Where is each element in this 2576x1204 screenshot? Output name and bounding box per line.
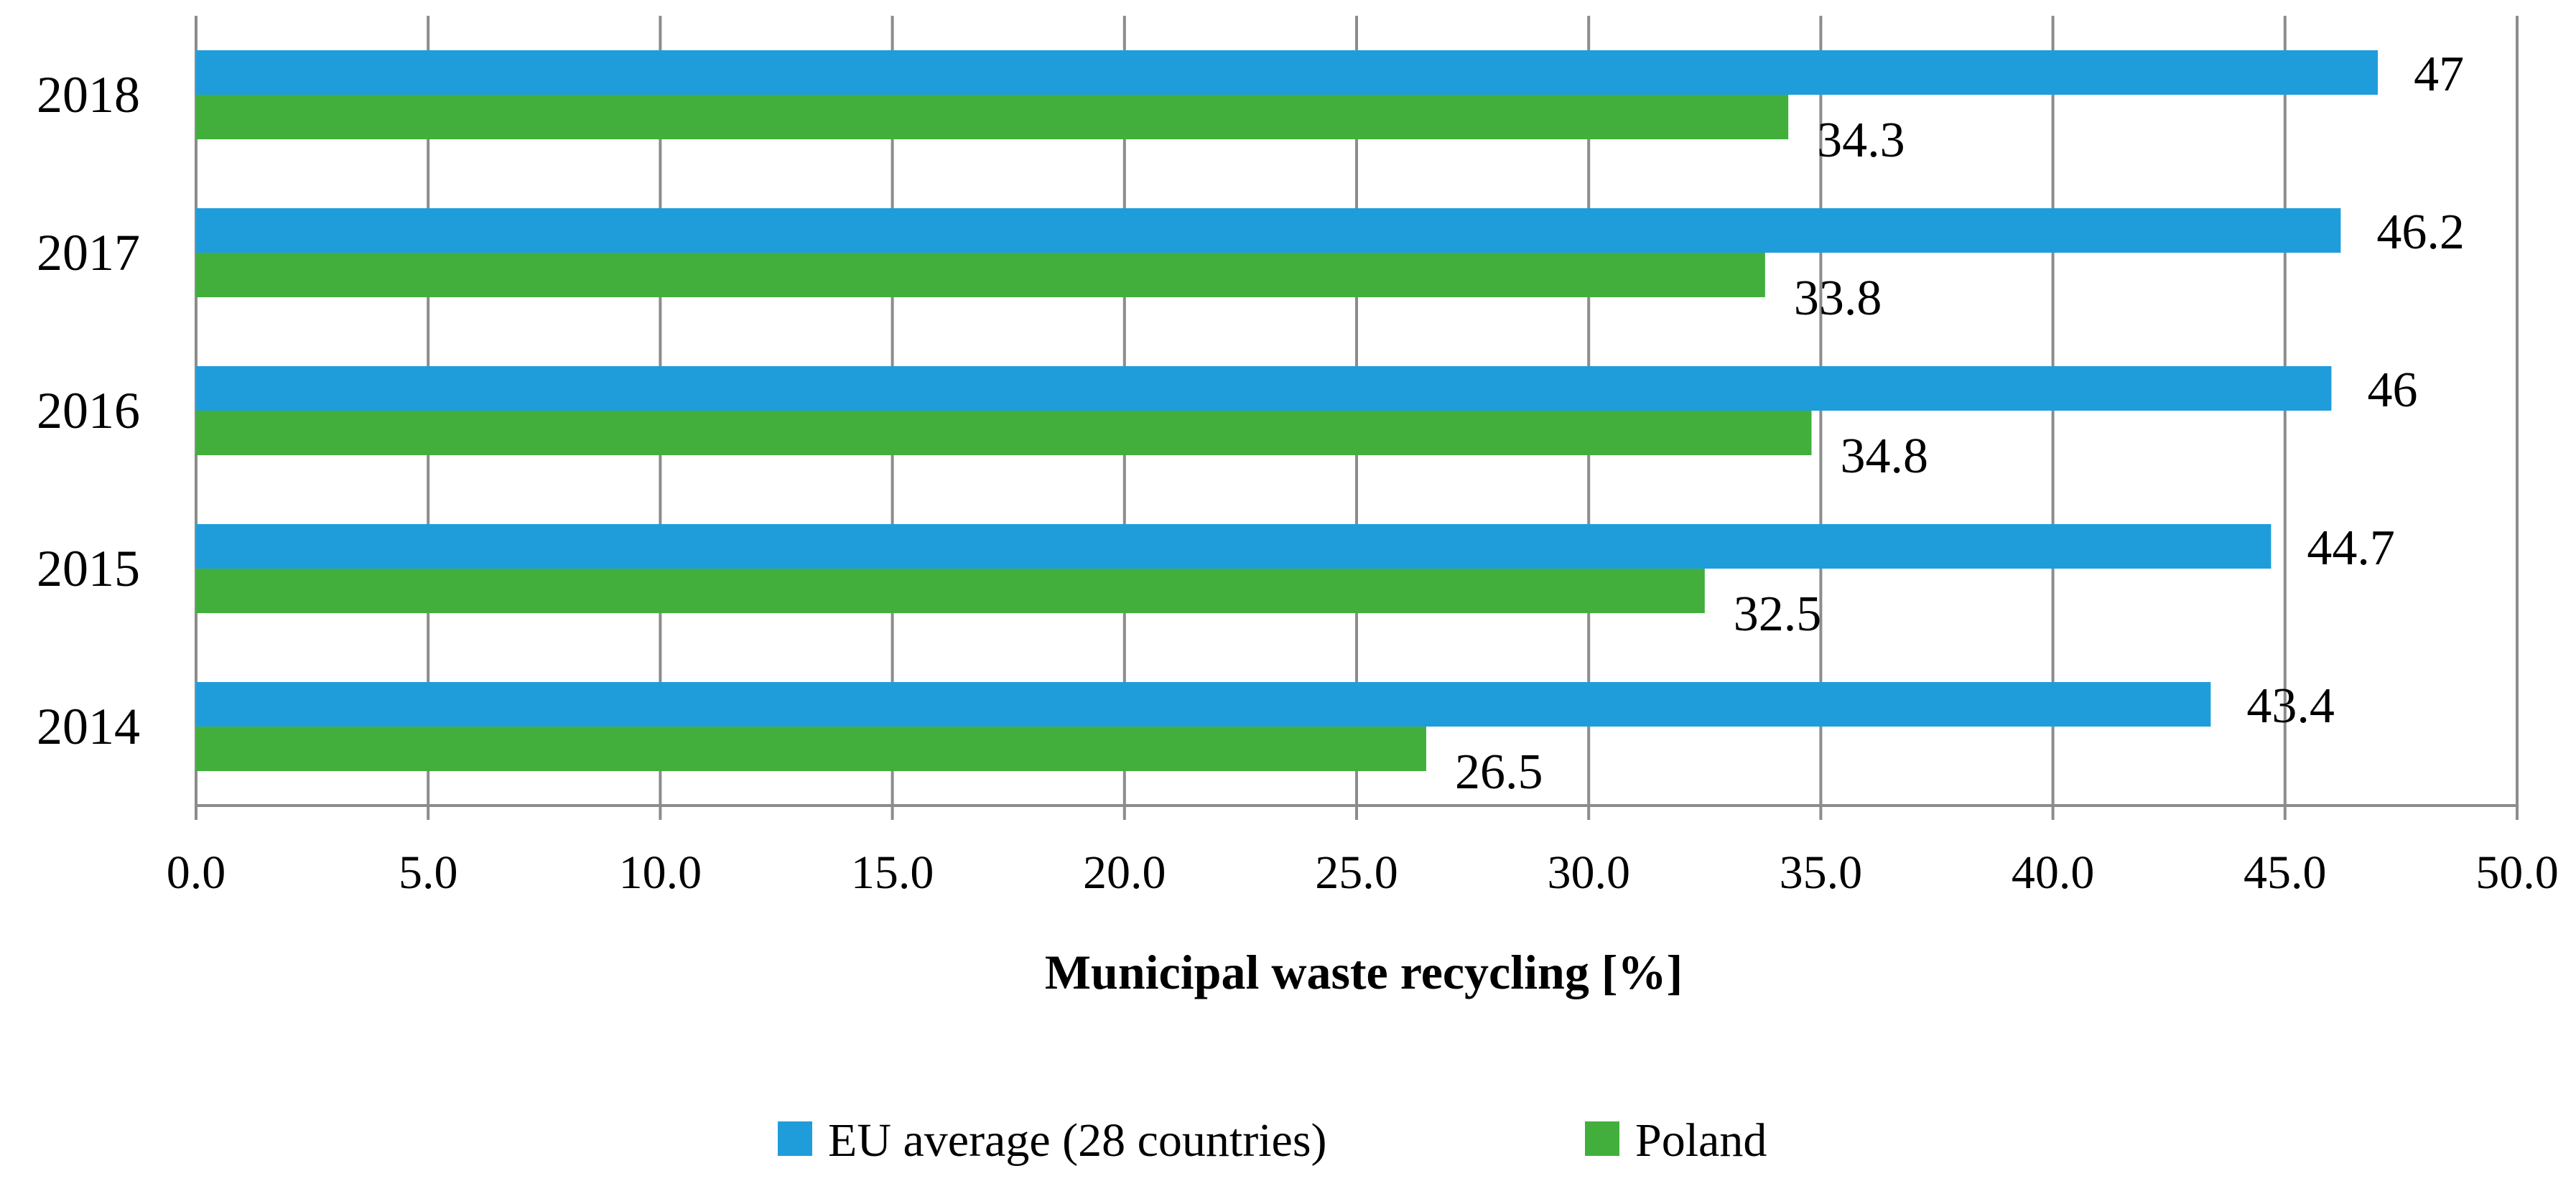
bar-eu-average-2015 (196, 524, 2272, 569)
x-tick-label: 15.0 (851, 846, 934, 899)
x-tick-label: 50.0 (2475, 846, 2559, 899)
labels: 2014 43.4 26.5 2015 44.7 32.5 2016 46 34.8 2017 46… (37, 47, 2465, 800)
x-tick-label: 5.0 (399, 846, 458, 899)
data-label: 43.4 (2246, 678, 2335, 734)
data-label: 26.5 (1455, 745, 1543, 800)
x-tick-label: 0.0 (167, 846, 226, 899)
y-category-label: 2017 (37, 224, 140, 281)
legend-swatch-eu-average (778, 1121, 812, 1156)
x-tick-label: 35.0 (1780, 846, 1863, 899)
bar-poland-2018 (196, 95, 1789, 139)
y-category-label: 2018 (37, 66, 140, 123)
x-tick-label: 25.0 (1315, 846, 1398, 899)
legend-label-poland: Poland (1635, 1114, 1767, 1167)
x-tick-label: 30.0 (1547, 846, 1630, 899)
bar-poland-2015 (196, 569, 1705, 613)
bar-eu-average-2014 (196, 682, 2211, 727)
bar-eu-average-2016 (196, 366, 2332, 411)
data-label: 34.3 (1817, 113, 1905, 168)
y-category-label: 2014 (37, 698, 140, 755)
data-label: 33.8 (1794, 271, 1882, 326)
x-tick-label: 20.0 (1083, 846, 1166, 899)
legend: EU average (28 countries) Poland (778, 1114, 1767, 1167)
x-tick-label: 45.0 (2243, 846, 2327, 899)
bar-eu-average-2018 (196, 50, 2379, 95)
bars (196, 50, 2379, 771)
bar-poland-2017 (196, 253, 1765, 297)
x-axis-title: Municipal waste recycling [%] (1045, 945, 1683, 999)
x-tick-label: 40.0 (2012, 846, 2095, 899)
axes: 0.0 5.0 10.0 15.0 20.0 25.0 30.0 35.0 40.0 45.0 50… (167, 804, 2559, 899)
legend-swatch-poland (1585, 1121, 1619, 1156)
data-label: 46.2 (2376, 205, 2465, 260)
data-label: 47 (2414, 47, 2464, 102)
data-label: 46 (2367, 363, 2417, 418)
data-label: 34.8 (1840, 429, 1928, 484)
bar-poland-2014 (196, 727, 1426, 771)
y-category-label: 2016 (37, 382, 140, 439)
data-label: 44.7 (2307, 521, 2395, 576)
x-tick-label: 10.0 (619, 846, 702, 899)
data-label: 32.5 (1734, 587, 1822, 642)
y-category-label: 2015 (37, 540, 140, 597)
bar-poland-2016 (196, 411, 1812, 455)
bar-eu-average-2017 (196, 208, 2341, 253)
legend-label-eu-average: EU average (28 countries) (828, 1114, 1327, 1167)
